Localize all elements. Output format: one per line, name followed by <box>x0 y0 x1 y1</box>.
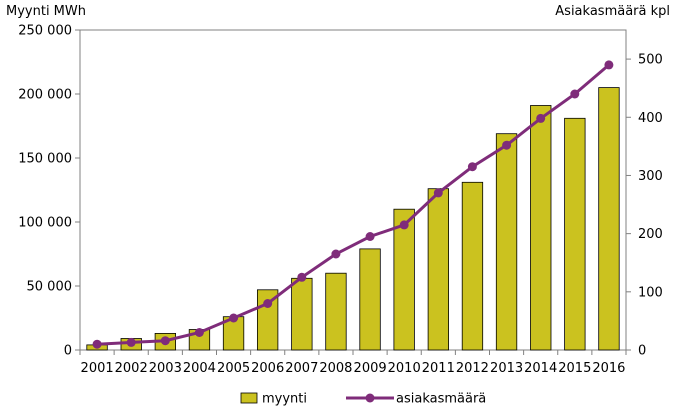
line-series <box>92 60 614 349</box>
tick-label: 2004 <box>183 361 216 376</box>
tick-label: 0 <box>638 344 646 359</box>
data-point <box>365 232 375 241</box>
y-left-axis: 0 50 000 100 000 150 000 200 000 250 000 <box>18 24 80 359</box>
y-left-axis-title: Myynti MWh <box>6 4 86 19</box>
tick-label: 0 <box>64 344 72 359</box>
tick-label: 2006 <box>251 361 284 376</box>
tick-label: 2010 <box>388 361 421 376</box>
series-line <box>97 63 610 346</box>
legend-swatch-bar <box>240 392 258 404</box>
bar <box>427 188 450 351</box>
data-point <box>263 299 273 308</box>
tick-label: 200 000 <box>18 88 72 103</box>
y-right-axis-title: Asiakasmäärä kpl <box>555 4 670 19</box>
data-point <box>160 336 170 346</box>
y-right-axis: 0 100 200 300 400 500 <box>626 53 663 359</box>
data-point <box>92 339 102 349</box>
data-point <box>399 220 409 230</box>
tick-label: 2009 <box>354 361 387 376</box>
tick-label: 100 000 <box>18 216 72 231</box>
tick-label: 150 000 <box>18 152 72 167</box>
tick-label: 200 <box>638 227 663 242</box>
bar <box>359 248 381 351</box>
tick-label: 2008 <box>319 361 352 376</box>
bar <box>461 181 484 351</box>
tick-label: 2007 <box>285 361 318 376</box>
tick-label: 2014 <box>524 361 557 376</box>
data-point <box>331 249 341 259</box>
data-point <box>433 188 443 198</box>
tick-label: 2011 <box>422 361 455 376</box>
bar <box>530 105 552 351</box>
data-point <box>229 313 239 323</box>
tick-label: 100 <box>638 285 663 300</box>
data-point <box>126 337 136 347</box>
tick-label: 400 <box>638 111 663 126</box>
bar <box>325 272 347 351</box>
data-point <box>297 272 307 282</box>
data-point <box>502 140 512 150</box>
tick-label: 300 <box>638 169 663 184</box>
tick-label: 2016 <box>592 361 625 376</box>
bar <box>291 277 313 351</box>
legend: myynti asiakasmäärä <box>240 392 486 407</box>
tick-label: 2013 <box>490 361 523 376</box>
tick-label: 2003 <box>149 361 182 376</box>
legend-swatch-marker <box>365 393 375 403</box>
tick-label: 2001 <box>81 361 114 376</box>
data-point <box>536 113 546 123</box>
tick-label: 250 000 <box>18 24 72 39</box>
tick-label: 2015 <box>558 361 591 376</box>
bar <box>495 133 518 351</box>
legend-label: myynti <box>262 392 307 407</box>
bar-series <box>86 87 620 351</box>
x-axis: 2001 2002 2003 2004 2005 2006 2007 2008 2009 2010… <box>79 350 627 376</box>
tick-label: 50 000 <box>27 280 73 295</box>
bar <box>564 117 586 351</box>
bar <box>598 87 620 351</box>
data-point <box>604 60 614 70</box>
data-point <box>467 162 477 172</box>
tick-label: 2005 <box>217 361 250 376</box>
bar <box>393 208 415 351</box>
tick-label: 2002 <box>115 361 148 376</box>
data-point <box>194 328 204 337</box>
legend-label: asiakasmäärä <box>396 392 486 407</box>
data-point <box>570 89 580 99</box>
tick-label: 500 <box>638 53 663 68</box>
tick-label: 2012 <box>456 361 489 376</box>
